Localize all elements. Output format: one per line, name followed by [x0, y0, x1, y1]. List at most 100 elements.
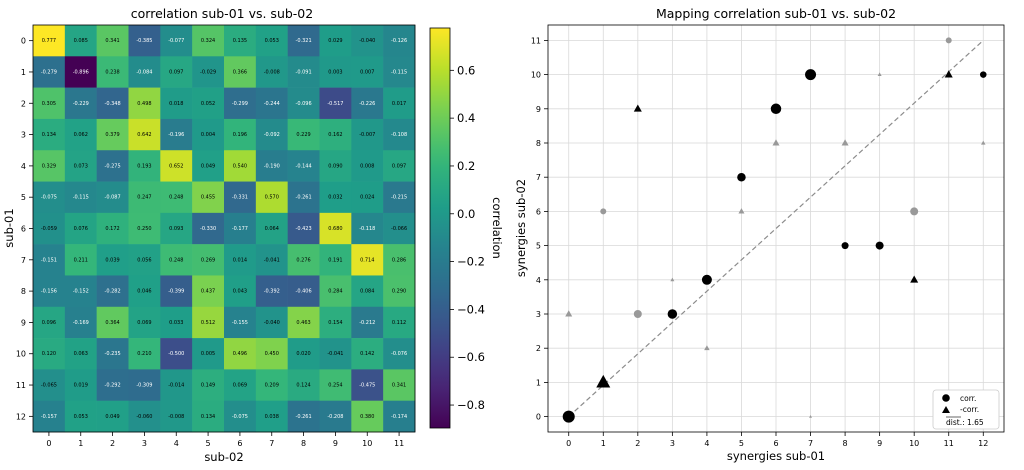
heatmap-cell-label: -0.155: [232, 320, 248, 326]
heatmap-cell-label: 0.069: [233, 383, 247, 389]
scatter-point-triangle: [704, 345, 710, 351]
heatmap-cell-label: -0.235: [105, 351, 121, 357]
colorbar-label: correlation: [490, 197, 504, 259]
colorbar-tick-label: −0.4: [457, 302, 485, 316]
heatmap-cell-label: 0.250: [137, 226, 151, 232]
scatter-point-triangle: [633, 104, 642, 112]
heatmap-cell: [224, 338, 257, 370]
scatter-y-tick-label: 2: [536, 344, 541, 353]
heatmap-cell: [192, 25, 225, 57]
heatmap-cell-label: 0.007: [360, 69, 374, 75]
heatmap-cell-label: -0.208: [327, 414, 343, 420]
heatmap-cell: [351, 275, 384, 308]
heatmap-cell: [351, 150, 384, 182]
heatmap-cell: [224, 56, 257, 88]
heatmap-cell-label: -0.066: [391, 226, 407, 232]
heatmap-cell: [287, 338, 320, 370]
heatmap-cell: [160, 306, 193, 339]
heatmap-cell: [383, 212, 416, 245]
heatmap-cell: [192, 150, 225, 182]
scatter-point-circle: [737, 172, 746, 182]
heatmap-cell: [224, 400, 257, 433]
heatmap-cell: [96, 150, 129, 182]
heatmap-cell-label: 0.380: [360, 414, 374, 420]
heatmap-cell: [383, 369, 416, 401]
heatmap-cell-label: -0.348: [105, 101, 121, 107]
heatmap-x-ticks: 0 1 2 3 4 5 6 7 8 9 10 11: [46, 432, 404, 448]
heatmap-cell-label: 0.463: [296, 320, 310, 326]
scatter-point-circle: [910, 207, 919, 216]
heatmap-cell-label: 0.135: [233, 38, 247, 44]
heatmap-cell-label: -0.500: [168, 351, 184, 357]
heatmap-x-label: sub-02: [204, 450, 243, 464]
heatmap-cell: [64, 400, 97, 433]
scatter-y-tick-label: 9: [536, 105, 541, 114]
heatmap-cell-label: 0.014: [233, 257, 247, 263]
heatmap-cell: [160, 338, 193, 370]
heatmap-cell-label: 0.450: [265, 351, 279, 357]
heatmap-cell: [128, 306, 161, 339]
heatmap-cell: [224, 87, 257, 120]
heatmap-cell: [383, 56, 416, 88]
heatmap-cell-label: 0.090: [328, 163, 342, 169]
scatter-y-tick-label: 1: [536, 378, 541, 387]
heatmap-cell: [96, 275, 129, 308]
heatmap-x-tick-label: 3: [142, 439, 147, 448]
heatmap-cell-label: -0.091: [296, 69, 312, 75]
heatmap-cell: [319, 244, 352, 276]
heatmap-cell-label: -0.177: [232, 226, 248, 232]
heatmap-cell-label: 0.341: [105, 38, 119, 44]
scatter-x-tick-label: 8: [843, 439, 848, 448]
heatmap-cell: [96, 118, 129, 151]
heatmap-cell: [160, 212, 193, 245]
heatmap-cell-label: 0.084: [360, 289, 374, 295]
heatmap-x-tick-label: 1: [78, 439, 83, 448]
heatmap-cell: [351, 244, 384, 276]
heatmap-cell: [383, 118, 416, 151]
scatter-chart: Mapping correlation sub-01 vs. sub-02 0 1…: [514, 6, 1005, 463]
heatmap-cell-label: 0.154: [328, 320, 342, 326]
scatter-point-triangle: [596, 374, 611, 388]
heatmap-cell: [319, 400, 352, 433]
heatmap-cell: [351, 212, 384, 245]
scatter-point-circle: [667, 309, 678, 319]
heatmap-cell: [319, 181, 352, 214]
heatmap-cell: [255, 181, 288, 214]
heatmap-cell: [255, 338, 288, 370]
heatmap-cell-label: -0.007: [359, 132, 375, 138]
scatter-point-circle: [770, 103, 782, 115]
heatmap-cell: [192, 181, 225, 214]
heatmap-cell: [224, 25, 257, 57]
heatmap-cell: [96, 212, 129, 245]
heatmap-cell: [33, 244, 66, 276]
heatmap-cell-label: 0.053: [74, 414, 88, 420]
scatter-title: Mapping correlation sub-01 vs. sub-02: [656, 6, 896, 21]
heatmap-cell: [192, 87, 225, 120]
heatmap-cell-label: 0.341: [392, 383, 406, 389]
heatmap-cell-label: 0.455: [201, 195, 215, 201]
heatmap-cell: [192, 338, 225, 370]
heatmap-cell: [96, 56, 129, 88]
heatmap-cell-label: -0.008: [264, 69, 280, 75]
heatmap-cell-label: -0.229: [73, 101, 89, 107]
heatmap-cell: [192, 400, 225, 433]
heatmap-cell: [383, 150, 416, 182]
heatmap-cell: [383, 400, 416, 433]
heatmap-cell: [33, 56, 66, 88]
heatmap-cell: [96, 244, 129, 276]
heatmap-cell-label: 0.005: [201, 351, 215, 357]
legend-circle-marker: [942, 394, 950, 402]
heatmap-cell: [224, 275, 257, 308]
heatmap-cell-label: 0.043: [233, 289, 247, 295]
heatmap-cell-label: 0.496: [233, 351, 247, 357]
heatmap-cell-label: -0.261: [296, 414, 312, 420]
heatmap-cell-label: -0.041: [327, 351, 343, 357]
heatmap-cell-label: 0.248: [169, 257, 183, 263]
legend-label-corr: corr.: [960, 394, 976, 403]
heatmap-cell-label: 0.056: [137, 257, 151, 263]
heatmap-cell: [287, 275, 320, 308]
heatmap-cell-label: 0.039: [105, 257, 119, 263]
heatmap-cell-label: 0.209: [265, 383, 279, 389]
heatmap-cell-label: 0.064: [265, 226, 279, 232]
